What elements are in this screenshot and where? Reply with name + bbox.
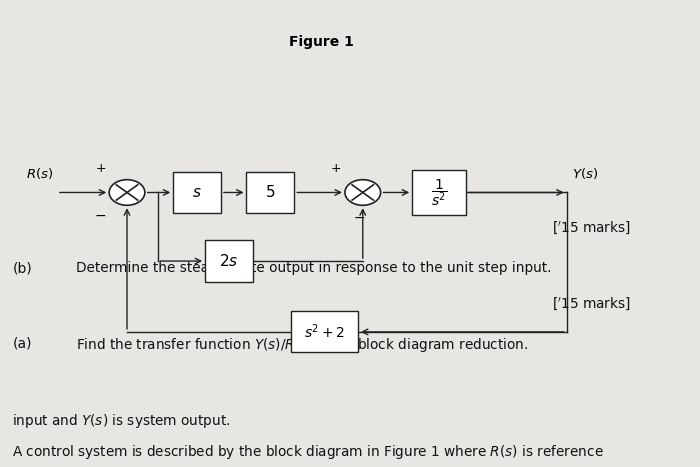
FancyBboxPatch shape: [173, 172, 221, 213]
FancyBboxPatch shape: [291, 311, 358, 353]
Text: [$^\prime$15 marks]: [$^\prime$15 marks]: [552, 220, 631, 236]
Text: Determine the steady state output in response to the unit step input.: Determine the steady state output in res…: [76, 261, 552, 275]
Text: [$^\prime$15 marks]: [$^\prime$15 marks]: [552, 295, 631, 312]
FancyBboxPatch shape: [246, 172, 294, 213]
Text: $-$: $-$: [354, 210, 365, 224]
Text: $2s$: $2s$: [219, 253, 239, 269]
Text: $s$: $s$: [193, 185, 202, 200]
Text: $R(s)$: $R(s)$: [27, 166, 54, 181]
FancyBboxPatch shape: [412, 170, 466, 215]
Text: input and $Y(s)$ is system output.: input and $Y(s)$ is system output.: [13, 412, 231, 430]
Text: (b): (b): [13, 261, 32, 275]
Text: $+$: $+$: [94, 162, 106, 175]
Circle shape: [345, 180, 381, 205]
FancyBboxPatch shape: [205, 241, 253, 282]
Text: $5$: $5$: [265, 184, 276, 200]
Text: A control system is described by the block diagram in Figure 1 where $R(s)$ is r: A control system is described by the blo…: [13, 443, 604, 460]
Text: $\dfrac{1}{s^2}$: $\dfrac{1}{s^2}$: [431, 177, 447, 208]
Circle shape: [109, 180, 145, 205]
Text: $s^2+2$: $s^2+2$: [304, 323, 345, 341]
Text: $-$: $-$: [94, 207, 106, 221]
Text: $Y(s)$: $Y(s)$: [572, 166, 598, 181]
Text: Find the transfer function $Y(s)/R(s)$ using block diagram reduction.: Find the transfer function $Y(s)/R(s)$ u…: [76, 336, 528, 354]
Text: $+$: $+$: [330, 162, 342, 175]
Text: Figure 1: Figure 1: [289, 35, 354, 49]
Text: (a): (a): [13, 336, 32, 350]
